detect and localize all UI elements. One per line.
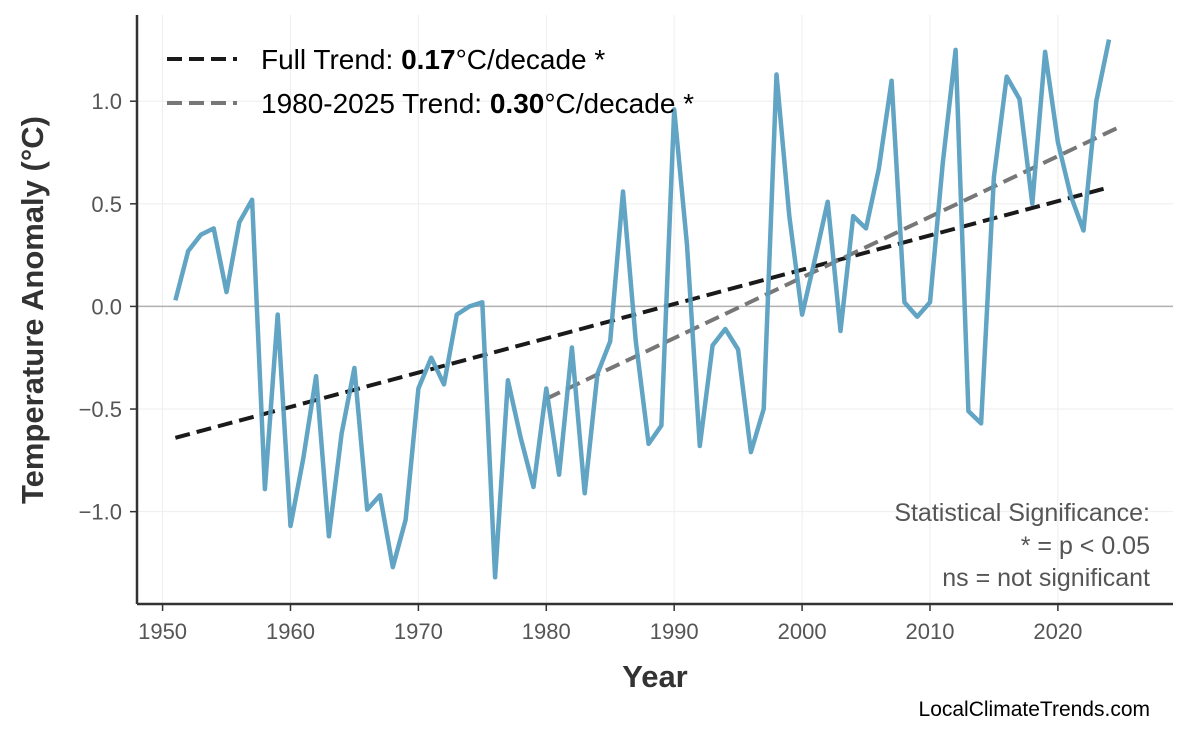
legend: Full Trend: 0.17°C/decade * 1980-2025 Tr… [167, 44, 694, 119]
full-trend-line [174, 185, 1110, 440]
legend-label-full-trend: Full Trend: 0.17°C/decade * [261, 44, 605, 75]
legend-label-1980-trend: 1980-2025 Trend: 0.30°C/decade * [261, 88, 694, 119]
x-tick-label: 1970 [394, 619, 443, 644]
x-tick-label: 2010 [906, 619, 955, 644]
temperature-anomaly-line [173, 39, 1112, 580]
x-tick-label: 1960 [266, 619, 315, 644]
y-tick-label: 1.0 [91, 89, 122, 114]
significance-note: Statistical Significance: * = p < 0.05 n… [894, 499, 1150, 592]
x-tick-label: 2020 [1033, 619, 1082, 644]
x-tick-label: 2000 [778, 619, 827, 644]
significance-title: Statistical Significance: [894, 499, 1150, 527]
x-tick-label: 1990 [650, 619, 699, 644]
tick-labels: 1950 1960 1970 1980 1990 2000 2010 2020 1.0 0.5 0.… [79, 89, 1083, 644]
x-tick-label: 1950 [138, 619, 187, 644]
y-axis-label: Temperature Anomaly (°C) [15, 116, 50, 504]
watermark: LocalClimateTrends.com [919, 698, 1150, 721]
x-tick-label: 1980 [522, 619, 571, 644]
significance-ns: ns = not significant [942, 564, 1150, 592]
x-axis-label: Year [622, 659, 688, 694]
y-tick-label: −0.5 [79, 397, 122, 422]
y-tick-label: 0.0 [91, 294, 122, 319]
significance-star: * = p < 0.05 [1021, 532, 1150, 560]
data-series [173, 39, 1112, 580]
y-tick-label: 0.5 [91, 192, 122, 217]
y-tick-label: −1.0 [79, 500, 122, 525]
axes [130, 15, 1173, 611]
